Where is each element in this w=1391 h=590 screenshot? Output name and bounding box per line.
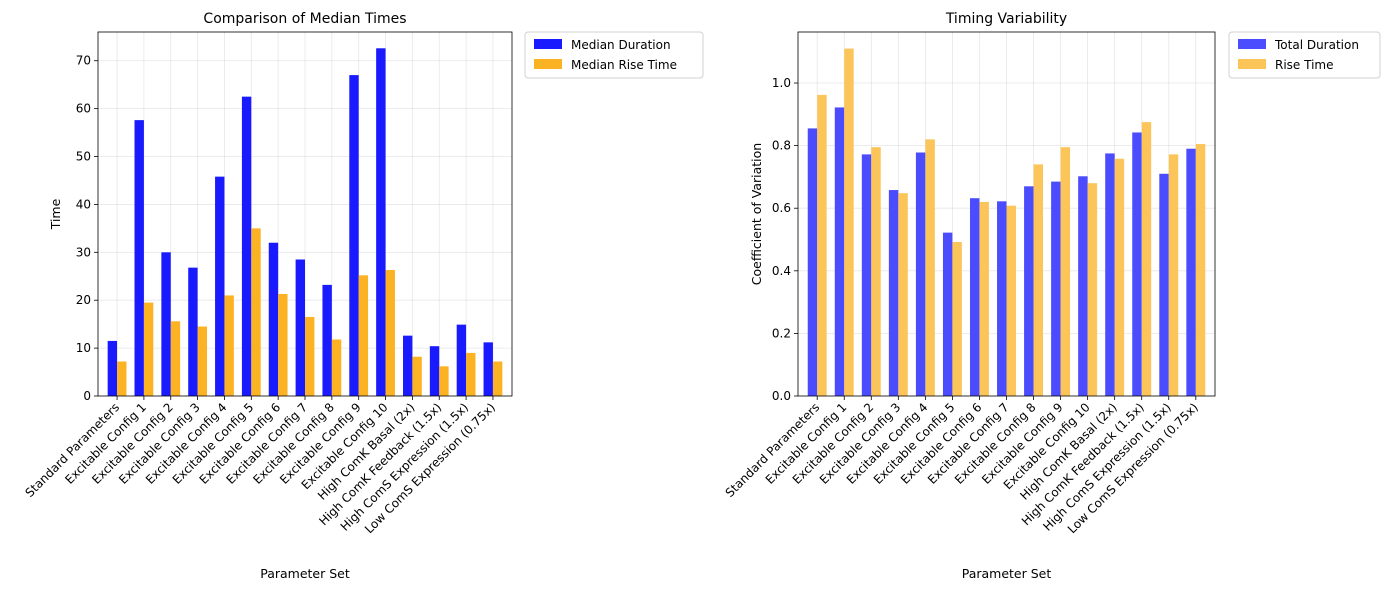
legend-swatch (1238, 59, 1266, 69)
bar-series-1 (1159, 173, 1169, 396)
bar-series-1 (107, 340, 118, 396)
y-tick-label: 60 (76, 102, 91, 116)
bar-series-2 (925, 139, 935, 396)
bar-series-2 (305, 316, 315, 396)
bar-series-1 (134, 120, 144, 396)
x-axis-label: Parameter Set (260, 566, 350, 581)
legend-label: Median Rise Time (571, 58, 677, 72)
bar-series-1 (349, 75, 359, 397)
bar-series-2 (197, 326, 208, 396)
bar-series-2 (1033, 164, 1044, 396)
bar-series-1 (861, 154, 872, 396)
bar-series-1 (161, 252, 171, 396)
y-tick-label: 50 (76, 150, 91, 164)
bar-series-1 (215, 176, 225, 396)
y-tick-label: 0 (83, 389, 91, 403)
legend-label: Median Duration (571, 38, 671, 52)
bar-series-1 (1078, 176, 1088, 396)
y-tick-label: 40 (76, 197, 91, 211)
y-axis-label: Coefficient of Variation (749, 143, 764, 285)
legend-frame (1228, 31, 1381, 79)
y-tick-label: 0.4 (772, 264, 791, 278)
bar-series-1 (807, 128, 818, 396)
legend: Total Duration Rise Time (1228, 31, 1381, 79)
bar-series-2 (952, 242, 962, 396)
bar-series-1 (376, 48, 386, 396)
legend-label: Total Duration (1274, 38, 1359, 52)
bar-series-2 (170, 321, 181, 396)
chart-title: Comparison of Median Times (203, 11, 406, 27)
y-tick-label: 10 (76, 341, 91, 355)
bar-series-1 (402, 335, 413, 396)
bar-series-2 (1114, 158, 1125, 396)
bar-series-2 (331, 339, 342, 396)
y-tick-label: 0.2 (772, 326, 791, 340)
bar-series-1 (1132, 132, 1142, 396)
chart-title: Timing Variability (945, 11, 1067, 27)
bar-series-1 (997, 201, 1007, 396)
bar-series-2 (412, 356, 422, 396)
legend-swatch (534, 39, 562, 49)
bar-series-2 (1141, 122, 1152, 397)
bar-series-2 (278, 293, 288, 396)
bar-series-2 (898, 193, 908, 396)
bar-series-1 (1024, 186, 1034, 396)
bar-series-2 (844, 48, 854, 396)
bar-series-1 (915, 152, 926, 396)
bar-series-2 (1195, 144, 1206, 396)
y-tick-label: 30 (76, 245, 91, 259)
bar-series-2 (439, 366, 449, 396)
y-tick-label: 0.0 (772, 389, 791, 403)
y-axis-label: Time (48, 198, 63, 230)
y-tick-label: 1.0 (772, 76, 791, 90)
legend-label: Rise Time (1275, 58, 1334, 72)
y-tick-label: 20 (76, 293, 91, 307)
bar-series-2 (224, 295, 234, 396)
bar-series-1 (834, 107, 845, 396)
bar-series-2 (492, 361, 503, 396)
bar-series-2 (1168, 154, 1179, 396)
bar-series-1 (1186, 148, 1196, 396)
x-axis-label: Parameter Set (962, 566, 1052, 581)
bar-series-1 (483, 342, 493, 396)
bar-series-1 (1051, 181, 1061, 396)
bar-series-2 (358, 275, 369, 396)
bar-series-1 (429, 346, 440, 396)
y-tick-label: 70 (76, 54, 91, 68)
bar-series-1 (942, 232, 953, 396)
legend-frame (524, 31, 704, 79)
bar-series-2 (979, 201, 989, 396)
bar-series-2 (1087, 183, 1098, 396)
bar-series-1 (322, 284, 332, 396)
bar-series-1 (1105, 153, 1115, 396)
bar-series-2 (871, 147, 881, 396)
bar-series-2 (385, 270, 395, 396)
bar-series-1 (241, 96, 252, 396)
bar-series-1 (268, 242, 279, 396)
bar-series-1 (295, 259, 305, 396)
bar-series-2 (817, 94, 827, 396)
y-tick-label: 0.8 (772, 139, 791, 153)
legend: Median Duration Median Rise Time (524, 31, 704, 79)
legend-swatch (534, 59, 562, 69)
bar-series-1 (888, 190, 899, 396)
bar-series-1 (969, 198, 980, 396)
bar-series-2 (251, 228, 261, 396)
bar-series-1 (188, 267, 198, 396)
bar-series-2 (466, 352, 476, 396)
y-tick-label: 0.6 (772, 201, 791, 215)
bar-series-2 (143, 302, 154, 396)
bar-series-2 (1060, 147, 1071, 396)
bar-series-2 (1006, 205, 1016, 396)
bar-series-2 (117, 361, 127, 396)
bar-series-1 (456, 324, 467, 396)
legend-swatch (1238, 39, 1266, 49)
